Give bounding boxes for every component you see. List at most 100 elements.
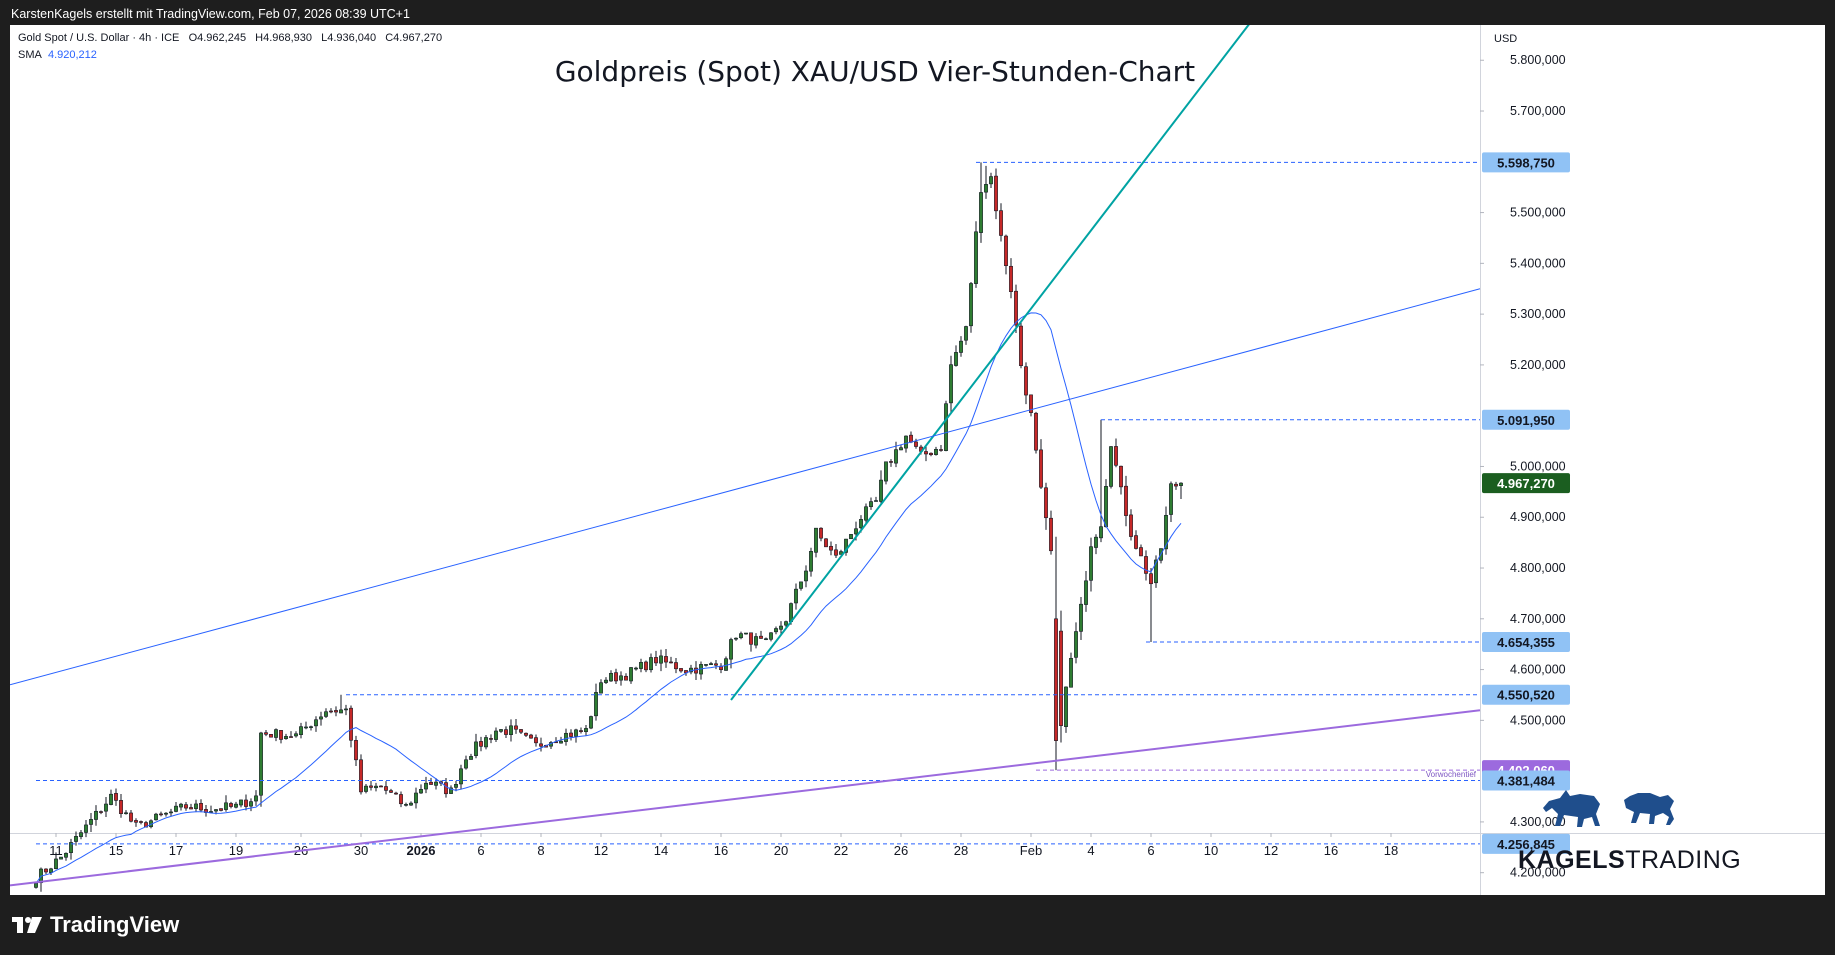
candle-up (124, 812, 128, 815)
tradingview-brand[interactable]: TradingView (12, 910, 179, 940)
candle-up (79, 832, 83, 837)
candlestick-chart[interactable]: USD 5.800,000 5.700,000 5.500,000 5.400,000 5… (10, 25, 1825, 895)
y-tick-label: 5.300,000 (1510, 307, 1566, 321)
candle-down (1129, 514, 1133, 537)
candle-down (279, 730, 283, 740)
candle-up (934, 448, 938, 455)
candle-up (649, 657, 653, 671)
candle-up (164, 812, 168, 815)
price-label-text: 4.967,270 (1497, 476, 1555, 491)
candle-down (1174, 483, 1178, 487)
candle-up (809, 551, 813, 572)
logo-text-bold: KAGELS (1518, 846, 1626, 874)
x-tick-label: 22 (834, 843, 848, 858)
sma-value: 4.920,212 (47, 49, 97, 61)
candle-down (354, 740, 358, 761)
candle-down (999, 210, 1003, 236)
sma-label: SMA (18, 49, 42, 61)
sma-legend[interactable]: SMA 4.920,212 (18, 49, 97, 61)
y-tick-label: 4.600,000 (1510, 663, 1566, 677)
candle-down (189, 807, 193, 810)
candle-down (539, 743, 543, 747)
candle-up (869, 501, 873, 508)
y-tick-label: 5.500,000 (1510, 206, 1566, 220)
candle-up (109, 793, 113, 805)
price-label-text: 4.654,355 (1497, 635, 1555, 650)
candle-up (739, 633, 743, 639)
candle-down (119, 800, 123, 814)
candle-up (34, 883, 38, 888)
x-tick-label: 16 (1324, 843, 1338, 858)
chart-frame[interactable]: USD 5.800,000 5.700,000 5.500,000 5.400,000 5… (10, 25, 1825, 895)
low-value: 4.936,040 (327, 32, 377, 44)
candle-up (884, 461, 888, 482)
candle-down (264, 732, 268, 735)
candle-down (824, 538, 828, 548)
x-tick-label: 28 (954, 843, 968, 858)
price-label-text: 4.256,845 (1497, 837, 1555, 852)
candle-up (779, 625, 783, 630)
candle-down (1019, 325, 1023, 367)
price-label-text: 4.550,520 (1497, 688, 1555, 703)
price-label-text: 5.598,750 (1497, 155, 1555, 170)
candle-down (1049, 517, 1053, 552)
candle-down (399, 794, 403, 805)
candle-up (374, 785, 378, 789)
candle-down (819, 527, 823, 539)
currency-label: USD (1494, 33, 1517, 45)
candle-down (184, 804, 188, 809)
candle-down (244, 799, 248, 807)
candle-up (639, 662, 643, 669)
y-tick-label: 4.800,000 (1510, 561, 1566, 575)
candle-down (349, 707, 353, 741)
candle-down (939, 449, 943, 451)
candle-up (234, 803, 238, 808)
close-key: C (385, 32, 394, 44)
candle-up (54, 858, 58, 869)
blue-trendline[interactable] (10, 288, 1481, 686)
candle-up (89, 819, 93, 825)
candle-down (524, 732, 528, 736)
candle-up (1099, 526, 1103, 539)
candle-up (814, 527, 818, 553)
candle-down (384, 786, 388, 791)
candle-down (1114, 446, 1118, 466)
purple-trendline[interactable] (10, 709, 1481, 887)
candle-up (604, 679, 608, 683)
candle-down (1139, 547, 1143, 557)
candle-up (559, 740, 563, 744)
chart-title: Goldpreis (Spot) XAU/USD Vier-Stunden-Ch… (554, 55, 1196, 88)
candle-up (799, 581, 803, 589)
x-tick-label: 19 (229, 843, 243, 858)
x-tick-label: 8 (537, 843, 544, 858)
candle-down (479, 741, 483, 747)
candle-down (1054, 618, 1058, 741)
candle-down (924, 451, 928, 455)
candle-up (49, 868, 53, 873)
x-tick-label: 10 (1204, 843, 1218, 858)
candle-up (179, 803, 183, 808)
candle-up (259, 732, 263, 796)
candle-up (1069, 657, 1073, 688)
teal-trendline[interactable] (730, 25, 1311, 701)
candle-up (1094, 536, 1098, 548)
x-tick-label: 15 (109, 843, 123, 858)
candle-up (1064, 686, 1068, 727)
x-tick-label: 30 (354, 843, 368, 858)
x-tick-label: 14 (654, 843, 668, 858)
candle-down (1134, 535, 1138, 549)
candle-down (909, 434, 913, 443)
price-label-box (1482, 473, 1570, 494)
symbol-legend[interactable]: Gold Spot / U.S. Dollar · 4h · ICE O4.96… (18, 32, 448, 44)
candle-down (1149, 573, 1153, 585)
candle-up (864, 506, 868, 521)
candle-up (794, 588, 798, 604)
candle-up (969, 283, 973, 327)
candle-up (894, 449, 898, 464)
candle-down (134, 820, 138, 823)
candle-down (1144, 556, 1148, 574)
candle-up (804, 570, 808, 582)
candle-down (664, 656, 668, 663)
candle-down (644, 661, 648, 671)
candle-up (984, 184, 988, 193)
